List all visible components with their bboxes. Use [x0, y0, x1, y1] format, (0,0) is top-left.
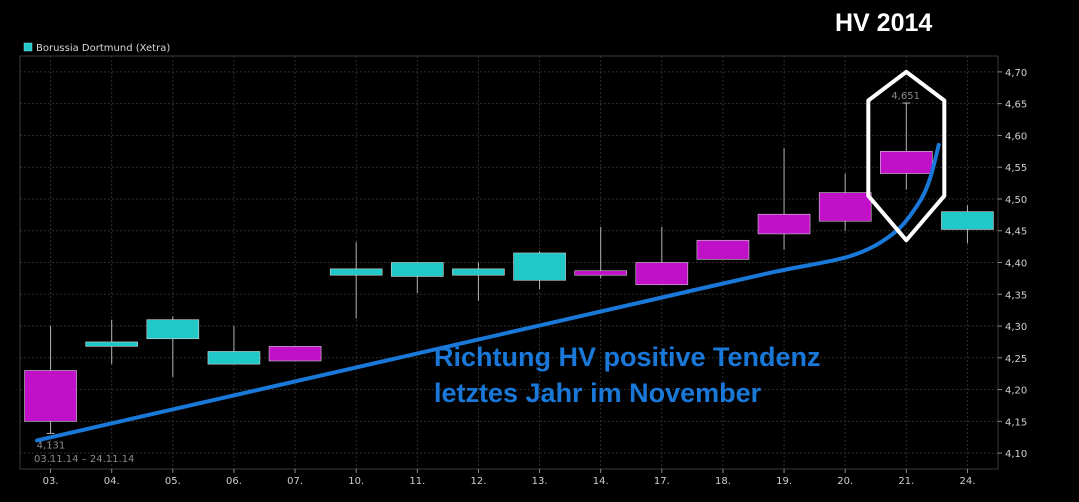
legend-swatch [23, 42, 33, 52]
candle-body [696, 239, 750, 260]
y-tick-label: 4,45 [1005, 227, 1027, 238]
y-axis-ticks: 4,10 4,15 4,20 4,25 4,30 4,35 4,40 4,45 4,50 4,55… [998, 68, 1027, 460]
highlight-hexagon [866, 69, 947, 243]
x-tick-label: 19. [776, 476, 792, 487]
x-tick-label: 12. [470, 476, 486, 487]
y-tick-label: 4,10 [1005, 449, 1027, 460]
annotation-line-1: Richtung HV positive Tendenz [434, 342, 821, 372]
date-range: 03.11.14 – 24.11.14 [34, 454, 134, 465]
x-axis-ticks: 03. 04. 05. 06. 07. 10. 11. 12. 13. 14. 17. 18. 19. 2… [43, 469, 975, 487]
y-tick-label: 4,50 [1005, 195, 1027, 206]
legend-label: Borussia Dortmund (Xetra) [36, 43, 170, 54]
candle-body [757, 213, 811, 235]
y-tick-label: 4,40 [1005, 259, 1027, 270]
x-tick-label: 21. [898, 476, 914, 487]
x-tick-label: 07. [287, 476, 303, 487]
x-tick-label: 14. [593, 476, 609, 487]
y-tick-label: 4,65 [1005, 100, 1027, 111]
candle-body [941, 211, 994, 230]
candle-body [513, 252, 566, 281]
chart-title: HV 2014 [835, 9, 932, 37]
candle-body [452, 268, 505, 276]
y-tick-label: 4,70 [1005, 68, 1027, 79]
candle-body [818, 192, 872, 222]
y-tick-label: 4,35 [1005, 290, 1027, 301]
x-tick-label: 17. [654, 476, 670, 487]
x-tick-label: 06. [226, 476, 242, 487]
candle-body [574, 270, 627, 276]
candles [24, 102, 994, 434]
x-tick-label: 04. [104, 476, 120, 487]
y-tick-label: 4,25 [1005, 354, 1027, 365]
candle-body [24, 370, 77, 422]
candle-body [880, 151, 933, 174]
annotation-line-2: letztes Jahr im November [434, 378, 762, 408]
y-tick-label: 4,30 [1005, 322, 1027, 333]
x-tick-label: 11. [409, 476, 425, 487]
x-tick-label: 03. [43, 476, 59, 487]
x-tick-label: 24. [959, 476, 975, 487]
y-tick-label: 4,55 [1005, 163, 1027, 174]
candle-body [329, 268, 383, 276]
y-tick-label: 4,15 [1005, 417, 1027, 428]
candle-body [207, 351, 261, 365]
candle-body [635, 262, 689, 286]
x-tick-label: 18. [715, 476, 731, 487]
x-tick-label: 05. [165, 476, 181, 487]
candle-body [391, 262, 444, 277]
legend: Borussia Dortmund (Xetra) [23, 42, 170, 54]
trend-line [35, 142, 941, 443]
high-point-label: 4,651 [891, 91, 920, 102]
y-tick-label: 4,60 [1005, 131, 1027, 142]
candle-body [268, 346, 322, 362]
x-tick-label: 13. [532, 476, 548, 487]
candle-body [146, 319, 200, 340]
candle-body [85, 341, 138, 347]
y-tick-label: 4,20 [1005, 386, 1027, 397]
low-point-label: 4,131 [37, 440, 66, 451]
x-tick-label: 10. [348, 476, 364, 487]
x-tick-label: 20. [837, 476, 853, 487]
